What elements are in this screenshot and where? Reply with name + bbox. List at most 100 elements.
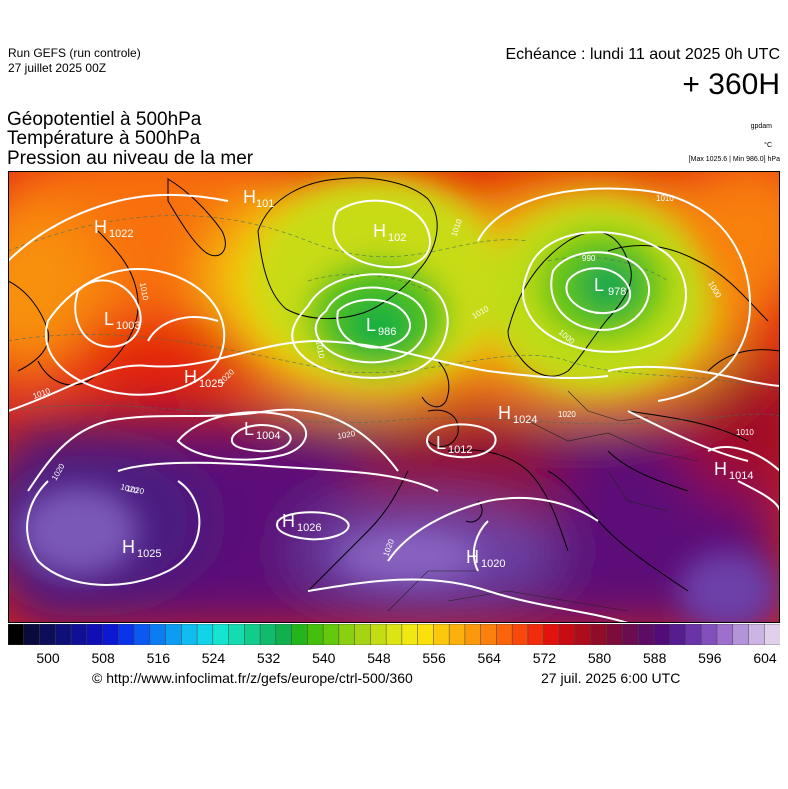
- svg-text:L: L: [436, 433, 446, 453]
- color-scale-cell: [196, 624, 214, 645]
- weather-map: H 1022 H 102 L 1003 L 986 L 978 H 1025 L 1004 L…: [8, 171, 780, 623]
- color-scale-cell: [622, 624, 639, 645]
- svg-text:1026: 1026: [297, 522, 321, 534]
- color-scale-cell: [118, 624, 135, 645]
- color-scale-cell: [732, 624, 750, 645]
- pressure-center-low-986: L 986: [366, 315, 396, 338]
- color-scale-cell: [574, 624, 592, 645]
- color-scale-cell: [763, 624, 780, 645]
- pressure-center-low-1012: L 1012: [436, 433, 472, 456]
- svg-text:L: L: [366, 315, 376, 335]
- svg-text:986: 986: [378, 326, 396, 338]
- pressure-center-high-1025a: H 1025: [184, 367, 223, 390]
- svg-text:H: H: [94, 217, 107, 237]
- svg-text:H: H: [184, 367, 197, 387]
- color-scale-cell: [685, 624, 702, 645]
- pressure-center-low-1003: L 1003: [104, 309, 140, 332]
- run-title: Run GEFS (run controle): [8, 46, 141, 60]
- borders: [387, 390, 699, 612]
- color-scale-cell: [291, 624, 308, 645]
- color-scale-cell: [259, 624, 277, 645]
- color-scale-cell: [70, 624, 88, 645]
- isobar-label: 1010: [736, 428, 754, 437]
- pressure-centers: H 1022 H 102 L 1003 L 986 L 978 H 1025 L 1004 L…: [94, 187, 753, 570]
- color-scale-cell: [448, 624, 466, 645]
- pressure-center-high-1026: H 1026: [282, 511, 321, 534]
- color-scale-cell: [149, 624, 167, 645]
- run-date: 27 juillet 2025 00Z: [8, 61, 107, 75]
- isobar-label: 1020: [126, 484, 146, 496]
- color-scale-tick: 580: [587, 650, 612, 666]
- svg-text:1014: 1014: [729, 470, 753, 482]
- isobars: [8, 187, 780, 623]
- field-title-geopotential: Géopotentiel à 500hPa: [7, 109, 202, 130]
- color-scale-cell: [559, 624, 576, 645]
- svg-text:978: 978: [608, 286, 626, 298]
- color-scale-cell: [417, 624, 434, 645]
- color-scale-tick: 548: [367, 650, 391, 666]
- svg-text:1020: 1020: [481, 558, 505, 570]
- color-scale-cell: [637, 624, 655, 645]
- color-scale-cell: [496, 624, 513, 645]
- color-scale-tick: 604: [753, 650, 777, 666]
- isobar-label: 1010: [138, 282, 150, 302]
- color-scale-cell: [228, 624, 245, 645]
- field-title-temperature: Température à 500hPa: [7, 128, 201, 149]
- color-scale-cell: [653, 624, 671, 645]
- color-scale-cell: [86, 624, 104, 645]
- unit-geopotential: gpdam: [750, 123, 772, 130]
- color-scale-cell: [669, 624, 687, 645]
- color-scale-cell: [354, 624, 371, 645]
- color-scale-cell: [543, 624, 560, 645]
- svg-text:1004: 1004: [256, 430, 280, 442]
- color-scale-cell: [212, 624, 230, 645]
- field-title-pressure: Pression au niveau de la mer: [7, 148, 254, 169]
- color-scale-tick: 524: [201, 650, 226, 666]
- max-min-pressure: [Max 1025.6 | Min 986.0] hPa: [688, 156, 780, 163]
- valid-time: Echéance : lundi 11 aout 2025 0h UTC: [505, 46, 780, 63]
- color-scale-cell: [133, 624, 151, 645]
- isobar-label: 1020: [558, 410, 576, 419]
- pressure-center-high-1020: H 1020: [466, 547, 505, 570]
- color-scale-cell: [401, 624, 419, 645]
- color-scale-cell: [464, 624, 482, 645]
- color-scale-cell: [275, 624, 293, 645]
- isobar-label: 1020: [337, 429, 357, 441]
- color-scale-cell: [370, 624, 387, 645]
- color-scale-tick: 556: [422, 650, 446, 666]
- color-scale-cell: [606, 624, 624, 645]
- color-scale-cell: [480, 624, 497, 645]
- pressure-center-high-1024: H 1024: [498, 403, 537, 426]
- pressure-center-high-1014: H 1014: [714, 459, 753, 482]
- color-scale-cell: [385, 624, 403, 645]
- svg-text:H: H: [714, 459, 727, 479]
- color-scale-cell: [165, 624, 182, 645]
- pressure-center-high-1022: H 1022: [94, 217, 133, 240]
- svg-text:102: 102: [388, 232, 406, 244]
- color-scale-cell: [102, 624, 119, 645]
- svg-text:1025: 1025: [137, 548, 161, 560]
- svg-text:1003: 1003: [116, 320, 140, 332]
- color-scale-tick: 572: [532, 650, 557, 666]
- isobar-label: 1010: [314, 340, 326, 360]
- svg-text:L: L: [594, 275, 604, 295]
- pressure-center-high-102: H 102: [373, 221, 406, 244]
- color-scale-tick: 588: [643, 650, 667, 666]
- color-scale-tick: 500: [36, 650, 60, 666]
- coastlines: [8, 177, 780, 592]
- color-scale-cell: [244, 624, 261, 645]
- color-scale-bar: [8, 624, 780, 645]
- color-scale-tick: 532: [256, 650, 281, 666]
- color-scale-cell: [700, 624, 718, 645]
- run-timestamp: 27 juil. 2025 6:00 UTC: [541, 670, 681, 686]
- color-scale-cell: [55, 624, 72, 645]
- color-scale-cell: [716, 624, 734, 645]
- unit-temperature: °C: [764, 142, 772, 149]
- pressure-center-low-978: L 978: [594, 275, 626, 298]
- color-scale-cell: [748, 624, 765, 645]
- color-scale-cell: [8, 624, 25, 645]
- pressure-center-low-1004: L 1004: [244, 419, 280, 442]
- color-scale-tick: 596: [698, 650, 722, 666]
- color-scale-cell: [307, 624, 324, 645]
- color-scale-tick: 516: [146, 650, 170, 666]
